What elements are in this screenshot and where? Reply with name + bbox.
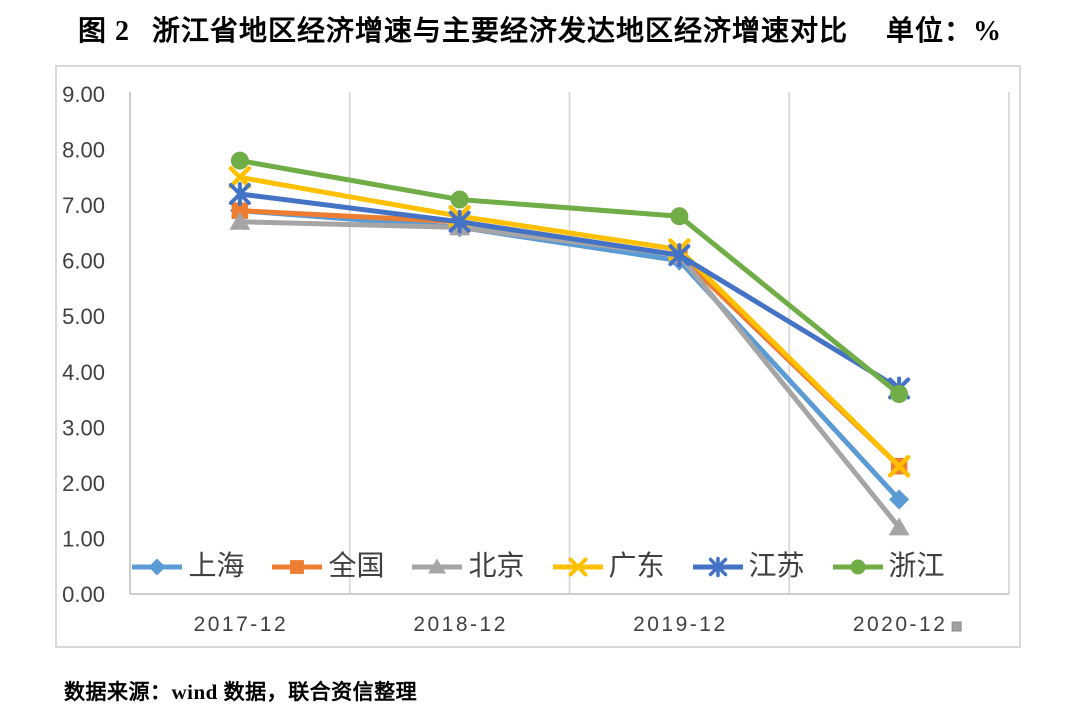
marker-jiangsu-2019-12 [668, 244, 691, 267]
legend-label-shanghai: 上海 [188, 551, 245, 582]
legend-marker-glyph-beijing [428, 558, 447, 574]
legend-marker-glyph-jiangsu [708, 557, 727, 577]
y-tick-label: 0.00 [62, 582, 105, 607]
y-tick-label: 6.00 [62, 249, 105, 274]
marker-guangdong-2020-12 [887, 454, 911, 478]
legend-marker-glyph-zhejiang [850, 559, 866, 575]
chart-frame: 0.00 1.00 2.00 3.00 4.00 5.00 6.00 7.00 8.00 9.00… [55, 65, 1021, 648]
series-line-shanghai [237, 208, 902, 503]
legend-item-shanghai: 上海 [131, 553, 244, 581]
legend-marker-glyph-guangdong [568, 557, 587, 577]
legend-label-zhejiang: 浙江 [888, 551, 945, 582]
x-tick-label: 2020-12 [853, 613, 948, 636]
legend-item-jiangsu: 江苏 [692, 553, 805, 581]
x-tick-label: 2018-12 [413, 613, 508, 636]
series-line-jiangsu [237, 191, 902, 391]
legend-item-guangdong: 广东 [552, 553, 665, 581]
legend-marker-beijing [412, 558, 463, 574]
legend-label-national: 全国 [328, 551, 385, 582]
y-tick-label: 5.00 [62, 304, 105, 329]
x-tick-label: 2017-12 [194, 613, 289, 636]
marker-zhejiang-2017-12 [230, 151, 249, 170]
marker-zhejiang-2018-12 [450, 190, 469, 209]
marker-beijing-2017-12 [229, 211, 251, 230]
legend-label-jiangsu: 江苏 [748, 551, 805, 582]
marker-beijing-2020-12 [888, 517, 910, 536]
marker-jiangsu-2017-12 [228, 183, 251, 205]
plot-area: 0.00 1.00 2.00 3.00 4.00 5.00 6.00 7.00 8.00 9.00… [62, 82, 1010, 636]
legend-marker-guangdong [552, 557, 603, 577]
y-tick-label: 7.00 [62, 193, 105, 218]
series-line-beijing [237, 219, 902, 530]
legend: 上海 全国 北京 广东 江苏 浙江 [57, 553, 1019, 581]
y-tick-label: 1.00 [62, 526, 105, 551]
y-tick-label: 8.00 [62, 138, 105, 163]
legend-label-guangdong: 广东 [608, 551, 665, 582]
y-tick-label: 4.00 [62, 360, 105, 385]
legend-marker-glyph-shanghai [148, 558, 166, 576]
axis-trailing-box [951, 621, 962, 632]
y-tick-label: 9.00 [62, 82, 105, 107]
marker-zhejiang-2019-12 [670, 207, 689, 226]
chart-title-text: 浙江省地区经济增速与主要经济发达地区经济增速对比 [151, 16, 848, 47]
legend-item-zhejiang: 浙江 [832, 553, 945, 581]
series-line-zhejiang [237, 158, 902, 397]
marker-shanghai-2020-12 [889, 489, 910, 510]
series-line-guangdong [237, 174, 902, 469]
legend-marker-shanghai [132, 558, 183, 576]
unit-label: 单位：% [886, 16, 1003, 47]
y-tick-label: 3.00 [62, 415, 105, 440]
marker-national-2017-12 [231, 202, 249, 219]
marker-jiangsu-2018-12 [448, 210, 471, 233]
marker-guangdong-2017-12 [228, 166, 252, 189]
figure-number-label: 图 2 [77, 16, 130, 47]
marker-zhejiang-2020-12 [890, 385, 909, 403]
legend-marker-jiangsu [692, 556, 743, 578]
chart-title: 图 2 浙江省地区经济增速与主要经济发达地区经济增速对比 单位：% [0, 9, 1080, 49]
legend-item-national: 全国 [271, 553, 384, 581]
x-tick-label: 2019-12 [633, 613, 728, 636]
legend-marker-zhejiang [832, 559, 883, 575]
legend-marker-glyph-national [290, 560, 305, 574]
legend-label-beijing: 北京 [468, 551, 525, 582]
source-note: 数据来源：wind 数据，联合资信整理 [64, 680, 418, 704]
legend-item-beijing: 北京 [411, 551, 525, 582]
y-tick-label: 2.00 [62, 471, 105, 496]
legend-marker-national [272, 560, 323, 574]
